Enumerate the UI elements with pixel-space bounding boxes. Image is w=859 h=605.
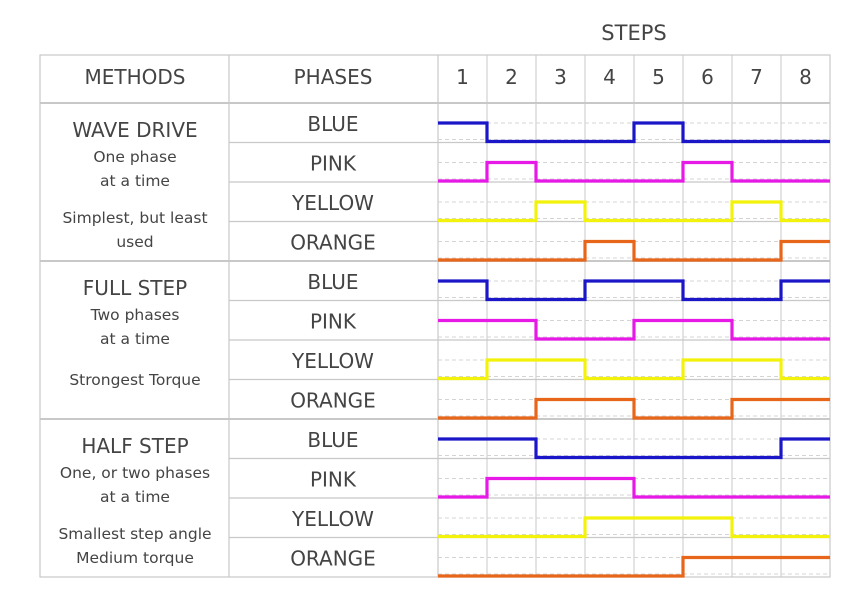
step-number-7: 7 bbox=[750, 65, 763, 89]
methods-header: METHODS bbox=[85, 65, 186, 89]
waveform-half-step-pink bbox=[438, 476, 830, 499]
steps-title: STEPS bbox=[601, 21, 666, 45]
phase-label-orange: ORANGE bbox=[290, 389, 376, 413]
method-description: at a time bbox=[100, 330, 170, 348]
waveform-wave-drive-orange bbox=[438, 239, 830, 262]
method-description: at a time bbox=[100, 172, 170, 190]
step-number-5: 5 bbox=[652, 65, 665, 89]
phase-label-blue: BLUE bbox=[307, 428, 358, 452]
phase-label-blue: BLUE bbox=[307, 112, 358, 136]
waveform-full-step-yellow bbox=[438, 358, 830, 381]
step-number-6: 6 bbox=[701, 65, 714, 89]
method-description: One phase bbox=[93, 148, 176, 166]
waveform-full-step-orange bbox=[438, 397, 830, 420]
phase-label-yellow: YELLOW bbox=[291, 191, 374, 215]
method-note: used bbox=[116, 233, 153, 251]
method-description: Two phases bbox=[90, 306, 180, 324]
phase-label-yellow: YELLOW bbox=[291, 507, 374, 531]
waveform-wave-drive-yellow bbox=[438, 200, 830, 223]
method-description: at a time bbox=[100, 488, 170, 506]
method-note: Strongest Torque bbox=[69, 371, 200, 389]
step-number-2: 2 bbox=[505, 65, 518, 89]
method-name: HALF STEP bbox=[81, 434, 188, 458]
phase-label-pink: PINK bbox=[310, 468, 357, 492]
step-number-3: 3 bbox=[554, 65, 567, 89]
phase-label-pink: PINK bbox=[310, 310, 357, 334]
method-note: Smallest step angle bbox=[58, 525, 211, 543]
waveforms bbox=[438, 121, 830, 578]
phases-header: PHASES bbox=[294, 65, 373, 89]
waveform-wave-drive-pink bbox=[438, 160, 830, 183]
waveform-full-step-pink bbox=[438, 318, 830, 341]
method-note: Medium torque bbox=[76, 549, 194, 567]
waveform-half-step-blue bbox=[438, 437, 830, 460]
row-labels: 1 2 3 4 5 6 7 8 WAVE DRIVE One phase at a time Simp… bbox=[58, 65, 811, 571]
phase-label-blue: BLUE bbox=[307, 270, 358, 294]
step-number-4: 4 bbox=[603, 65, 616, 89]
waveform-half-step-orange bbox=[438, 555, 830, 578]
phase-label-orange: ORANGE bbox=[290, 231, 376, 255]
phase-label-yellow: YELLOW bbox=[291, 349, 374, 373]
method-name: FULL STEP bbox=[83, 276, 187, 300]
waveform-wave-drive-blue bbox=[438, 121, 830, 144]
phase-label-pink: PINK bbox=[310, 152, 357, 176]
phase-label-orange: ORANGE bbox=[290, 547, 376, 571]
waveform-full-step-blue bbox=[438, 279, 830, 302]
method-note: Simplest, but least bbox=[62, 209, 207, 227]
step-number-1: 1 bbox=[456, 65, 469, 89]
method-name: WAVE DRIVE bbox=[72, 118, 197, 142]
table-frame bbox=[39, 54, 831, 578]
method-description: One, or two phases bbox=[60, 464, 210, 482]
waveform-half-step-yellow bbox=[438, 516, 830, 539]
step-number-8: 8 bbox=[799, 65, 812, 89]
